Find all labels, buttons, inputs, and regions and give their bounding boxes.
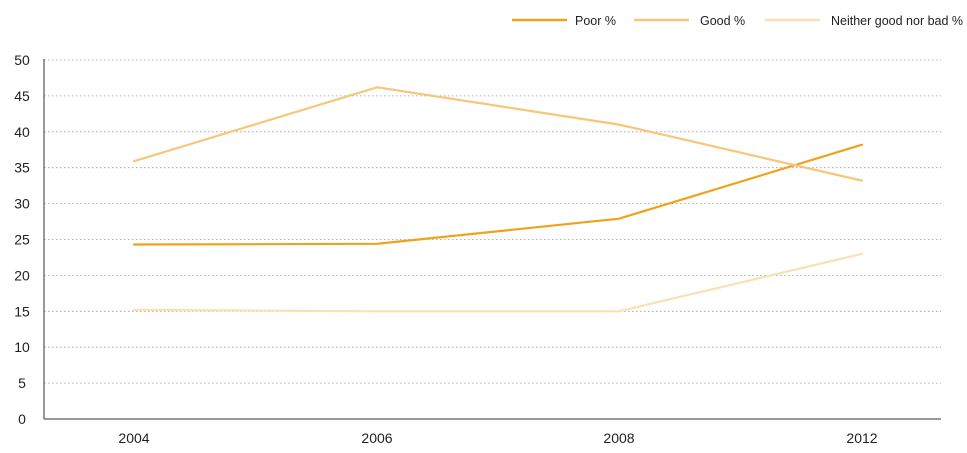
series-line-0 [132, 143, 864, 246]
y-tick-label: 50 [14, 52, 30, 68]
y-tick-label: 5 [18, 375, 26, 391]
legend: Poor % Good % Neither good nor bad % [512, 14, 963, 28]
legend-label: Neither good nor bad % [831, 14, 963, 28]
y-tick-label: 30 [14, 196, 30, 212]
series-lines [132, 86, 864, 313]
x-tick-label: 2006 [361, 430, 392, 446]
y-tick-label: 45 [14, 88, 30, 104]
y-tick-label: 0 [18, 411, 26, 427]
series-line-1 [132, 86, 864, 182]
y-tick-label: 15 [14, 303, 30, 319]
legend-label: Poor % [575, 14, 616, 28]
x-tick-label: 2008 [603, 430, 634, 446]
x-tick-label: 2004 [118, 430, 149, 446]
legend-label: Good % [700, 14, 745, 28]
y-tick-label: 20 [14, 267, 30, 283]
y-tick-label: 35 [14, 160, 30, 176]
gridlines [44, 59, 941, 384]
x-tick-label: 2012 [846, 430, 877, 446]
y-tick-label: 10 [14, 339, 30, 355]
y-tick-label: 25 [14, 232, 30, 248]
series-line-2 [132, 252, 864, 313]
axes: 0 5 10 15 20 25 30 35 40 45 50 2004 2006 2008 2012 [14, 52, 941, 446]
y-tick-label: 40 [14, 124, 30, 140]
